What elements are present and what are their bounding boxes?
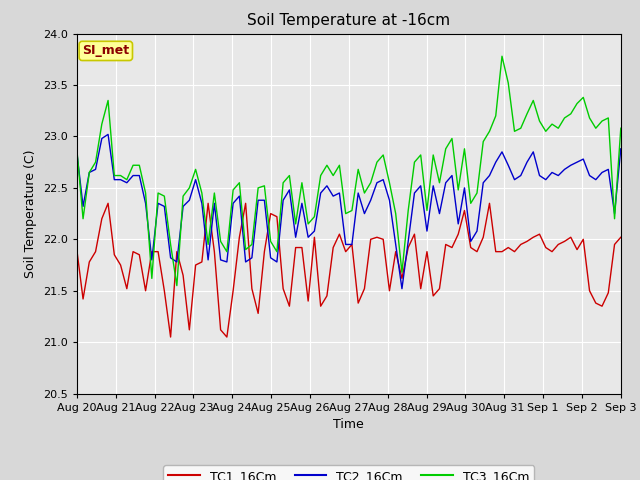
Line: TC1_16Cm: TC1_16Cm [77, 204, 621, 337]
Y-axis label: Soil Temperature (C): Soil Temperature (C) [24, 149, 37, 278]
TC1_16Cm [236, 234, 243, 240]
TC1_16Cm [86, 259, 93, 265]
TC1_16Cm [511, 249, 518, 254]
TC2_16Cm [398, 286, 406, 291]
TC3_16Cm [73, 146, 81, 152]
TC3_16Cm [173, 283, 180, 288]
TC1_16Cm [167, 334, 175, 340]
TC1_16Cm [355, 300, 362, 306]
Line: TC2_16Cm: TC2_16Cm [77, 134, 621, 288]
Line: TC3_16Cm: TC3_16Cm [77, 56, 621, 286]
TC3_16Cm [498, 53, 506, 59]
TC1_16Cm [242, 201, 250, 206]
TC2_16Cm [348, 241, 356, 247]
TC1_16Cm [73, 247, 81, 252]
TC1_16Cm [617, 234, 625, 240]
TC2_16Cm [236, 193, 243, 199]
Title: Soil Temperature at -16cm: Soil Temperature at -16cm [247, 13, 451, 28]
TC2_16Cm [404, 239, 412, 244]
Legend: TC1_16Cm, TC2_16Cm, TC3_16Cm: TC1_16Cm, TC2_16Cm, TC3_16Cm [163, 465, 534, 480]
TC2_16Cm [86, 169, 93, 175]
TC2_16Cm [73, 149, 81, 155]
TC2_16Cm [229, 201, 237, 206]
TC2_16Cm [104, 132, 112, 137]
TC3_16Cm [229, 187, 237, 193]
TC3_16Cm [86, 169, 93, 175]
TC1_16Cm [404, 245, 412, 251]
TC3_16Cm [348, 208, 356, 214]
TC3_16Cm [236, 180, 243, 186]
TC3_16Cm [398, 269, 406, 275]
TC2_16Cm [617, 146, 625, 152]
X-axis label: Time: Time [333, 418, 364, 431]
TC1_16Cm [104, 201, 112, 206]
TC2_16Cm [511, 177, 518, 182]
TC3_16Cm [511, 129, 518, 134]
Text: SI_met: SI_met [82, 44, 129, 58]
TC3_16Cm [617, 125, 625, 131]
